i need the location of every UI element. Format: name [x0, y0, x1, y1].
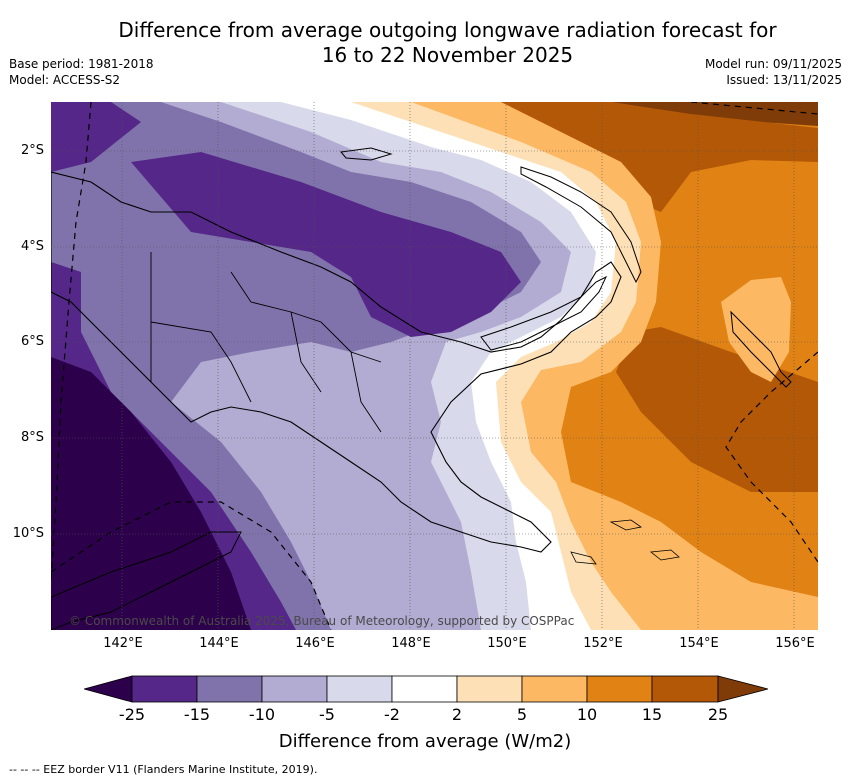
eez-border-east: [725, 351, 818, 563]
colorbar-tick-label: 5: [516, 705, 528, 724]
new-ireland-coastline: [520, 166, 642, 284]
colorbar-tick-label: -2: [384, 705, 400, 724]
anomaly-map: [51, 102, 818, 630]
title-line-1: Difference from average outgoing longwav…: [118, 18, 777, 42]
colorbar-segment: [456, 675, 523, 703]
colorbar: [84, 675, 768, 703]
colorbar-tick-label: 25: [707, 705, 729, 724]
lon-label: 150°E: [487, 636, 527, 651]
map-panel[interactable]: [51, 102, 818, 630]
region-gt25: [611, 102, 818, 126]
new-guinea-coastline: [51, 171, 622, 553]
colorbar-tick-label: -15: [183, 705, 211, 724]
colorbar-extend-high: [717, 675, 768, 703]
lon-label: 148°E: [391, 636, 431, 651]
chart-title: Difference from average outgoing longwav…: [0, 18, 850, 68]
meta-left: Base period: 1981-2018 Model: ACCESS-S2: [9, 56, 154, 88]
issued-date: Issued: 13/11/2025: [726, 73, 842, 87]
manus-coastline: [340, 147, 393, 161]
copyright-notice: © Commonwealth of Australia 2025, Bureau…: [69, 614, 575, 628]
colorbar-segment: [326, 675, 393, 703]
colorbar-tick-label: -25: [118, 705, 146, 724]
model-run: Model run: 09/11/2025: [704, 57, 842, 71]
colorbar-segment: [521, 675, 588, 703]
colorbar-tick-label: 2: [451, 705, 463, 724]
lat-label: 2°S: [20, 143, 44, 158]
colorbar-segment: [196, 675, 263, 703]
lat-label: 8°S: [20, 430, 44, 445]
lon-label: 144°E: [199, 636, 239, 651]
model-name: Model: ACCESS-S2: [9, 73, 121, 87]
colorbar-tick-label: 10: [576, 705, 598, 724]
lat-label: 4°S: [20, 239, 44, 254]
region-5-10-ni: [721, 277, 791, 382]
eez-border-west: [51, 102, 92, 583]
lon-label: 146°E: [295, 636, 335, 651]
small-islands: [570, 519, 680, 565]
gridlines: [51, 102, 818, 630]
eez-footnote: -- -- -- EEZ border V11 (Flanders Marine…: [9, 763, 318, 776]
colorbar-title: Difference from average (W/m2): [278, 731, 572, 752]
lon-label: 154°E: [679, 636, 719, 651]
colorbar-tick-label: 15: [641, 705, 663, 724]
colorbar-tick-label: -5: [319, 705, 335, 724]
eez-border-south: [51, 501, 332, 630]
region-lt-minus25: [51, 357, 251, 630]
base-period: Base period: 1981-2018: [9, 57, 154, 71]
lon-label: 152°E: [583, 636, 623, 651]
meta-right: Model run: 09/11/2025 Issued: 13/11/2025: [705, 56, 842, 88]
colorbar-segment: [131, 675, 198, 703]
colorbar-segment: [651, 675, 719, 703]
colorbar-tick-label: -10: [248, 705, 276, 724]
title-line-2: 16 to 22 November 2025: [321, 43, 574, 67]
australia-coastline: [51, 531, 242, 630]
lon-label: 156°E: [775, 636, 815, 651]
lat-label: 6°S: [20, 334, 44, 349]
colorbar-segment: [261, 675, 328, 703]
lon-label: 142°E: [103, 636, 143, 651]
colorbar-segment: [391, 675, 458, 703]
region-minus25-minus15-nw: [51, 102, 141, 172]
admin-borders: [150, 252, 382, 433]
region-minus25-minus15-north: [131, 152, 521, 337]
lat-label: 10°S: [12, 526, 44, 541]
colorbar-extend-low: [84, 675, 133, 703]
colorbar-segment: [586, 675, 653, 703]
new-britain-coastline: [480, 275, 608, 351]
